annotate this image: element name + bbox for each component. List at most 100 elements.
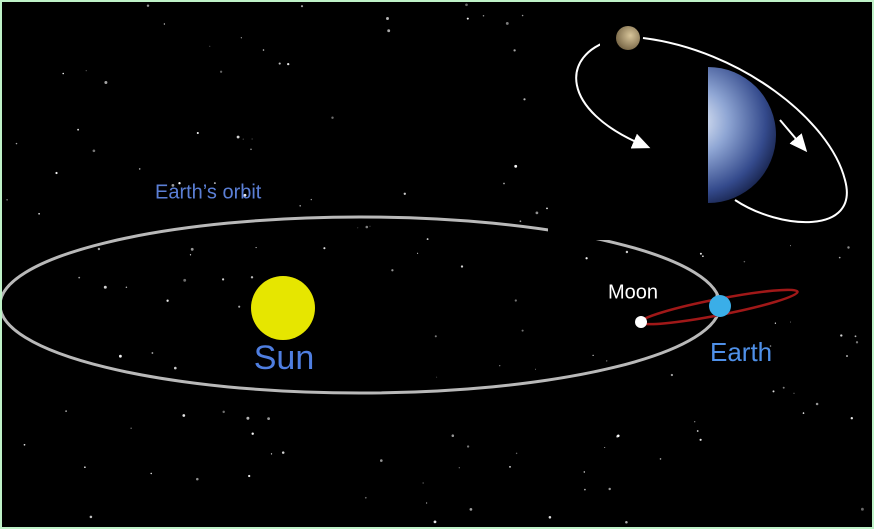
star (700, 439, 702, 441)
star (380, 459, 383, 462)
star (499, 365, 500, 366)
star (222, 278, 224, 280)
star (626, 251, 628, 253)
star (331, 117, 333, 119)
sun-label: Sun (254, 339, 315, 377)
star (164, 23, 165, 24)
star (126, 286, 128, 288)
star (190, 254, 191, 255)
star (452, 434, 455, 437)
star (386, 17, 389, 20)
star (357, 227, 358, 228)
star (846, 355, 848, 357)
star (459, 467, 460, 468)
star (861, 508, 864, 511)
star (839, 257, 841, 259)
star (311, 199, 312, 200)
star (238, 306, 240, 308)
star (694, 421, 695, 422)
star (671, 374, 673, 376)
star (301, 5, 303, 7)
star (522, 15, 524, 17)
star (150, 473, 151, 474)
star (267, 417, 270, 420)
star (250, 148, 252, 150)
star (365, 497, 367, 499)
star (279, 63, 281, 65)
star (119, 355, 122, 358)
star (370, 226, 371, 227)
star (182, 414, 185, 417)
star (131, 428, 132, 429)
star (604, 447, 605, 448)
star (243, 139, 244, 140)
star (773, 390, 775, 392)
star (608, 488, 610, 490)
star (78, 277, 80, 279)
star (584, 471, 585, 472)
earth-label: Earth (710, 337, 772, 367)
star (483, 15, 485, 17)
star (90, 516, 93, 519)
star (506, 22, 509, 25)
star (783, 387, 785, 389)
star (237, 136, 240, 139)
star (851, 417, 853, 419)
star (391, 269, 393, 271)
star (65, 410, 67, 412)
star (197, 132, 199, 134)
moon (635, 316, 647, 328)
star (520, 220, 522, 222)
star (584, 489, 586, 491)
star (139, 168, 141, 170)
star (183, 279, 186, 282)
star (323, 247, 325, 249)
star (744, 261, 746, 263)
star (461, 265, 463, 267)
star (436, 377, 437, 378)
star (702, 255, 704, 257)
star (535, 369, 536, 370)
star (523, 98, 525, 100)
star (816, 403, 819, 406)
star (86, 70, 87, 71)
star (248, 475, 250, 477)
star (55, 172, 57, 174)
star (287, 63, 289, 65)
star (16, 143, 17, 144)
star (77, 129, 79, 131)
star (513, 49, 515, 51)
star (104, 286, 107, 289)
star (104, 81, 107, 84)
star (536, 212, 539, 215)
star (417, 253, 418, 254)
star (434, 521, 437, 524)
star (467, 18, 469, 20)
star (606, 360, 607, 361)
star (509, 466, 511, 468)
star (794, 393, 795, 394)
moon-shadow (600, 26, 616, 52)
star (503, 183, 505, 185)
star (98, 248, 100, 250)
star (790, 322, 791, 323)
star (252, 139, 253, 140)
sun (251, 276, 315, 340)
star (470, 508, 473, 511)
star (593, 355, 594, 356)
star (515, 299, 517, 301)
star (196, 478, 199, 481)
moon-photo (616, 26, 640, 50)
star (549, 516, 552, 519)
star (467, 445, 469, 447)
star (617, 435, 620, 438)
star (62, 73, 64, 75)
star (516, 453, 517, 454)
star (660, 458, 662, 460)
star (166, 300, 168, 302)
star (174, 367, 177, 370)
star (522, 330, 524, 332)
star (263, 49, 265, 51)
star (546, 208, 548, 210)
star (387, 29, 390, 32)
